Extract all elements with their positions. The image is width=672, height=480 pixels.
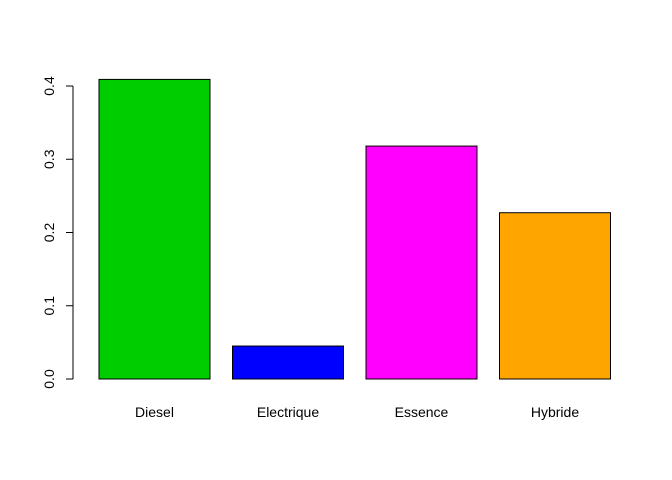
bar-hybride [499,212,611,380]
bar-diesel [98,78,211,380]
category-label-electrique: Electrique [257,404,319,420]
category-label-essence: Essence [395,404,449,420]
bar-essence [365,145,478,380]
bar-electrique [232,345,344,380]
y-tick-label: 0.2 [41,223,57,243]
y-tick-label: 0.4 [41,76,57,96]
y-tick-label: 0.3 [41,149,57,169]
category-labels-group: Diesel Electrique Essence Hybride [135,404,579,420]
y-axis: 0.0 0.1 0.2 0.3 0.4 [41,76,74,389]
category-label-diesel: Diesel [135,404,174,420]
y-tick-label: 0.0 [41,369,57,389]
bars-group [98,78,611,380]
y-tick-label: 0.1 [41,296,57,316]
category-label-hybride: Hybride [531,404,579,420]
